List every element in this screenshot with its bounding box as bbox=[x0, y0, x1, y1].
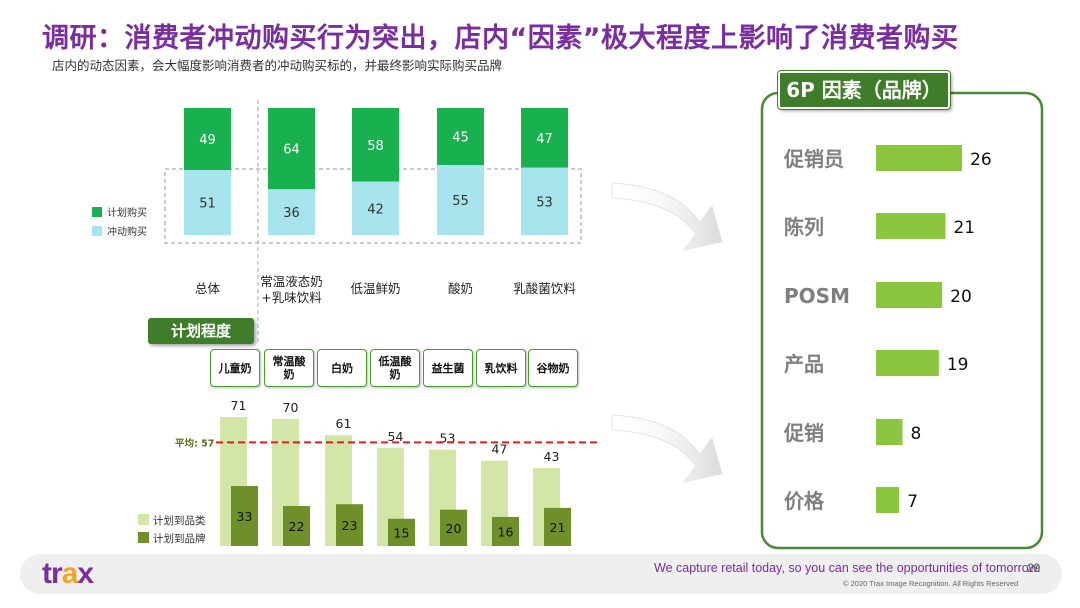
average-label: 平均: 57 bbox=[175, 437, 214, 449]
legend-swatch-impulse bbox=[92, 226, 102, 236]
factor-label: 价格 bbox=[784, 489, 825, 513]
category-tick-label: 乳酸菌饮料 bbox=[513, 281, 576, 296]
category-plan-value-label: 47 bbox=[492, 442, 508, 457]
planned-bar bbox=[268, 108, 315, 190]
category-plan-value-label: 71 bbox=[231, 398, 247, 413]
factor-value-label: 21 bbox=[953, 218, 975, 238]
plan-category-box: 谷物奶 bbox=[528, 349, 578, 387]
legend-swatch-brand bbox=[138, 532, 149, 543]
plan-category-box: 益生菌 bbox=[423, 349, 473, 387]
category-tick-label: 常温液态奶 bbox=[260, 274, 323, 289]
category-plan-value-label: 70 bbox=[283, 400, 299, 415]
planned-value-label: 47 bbox=[536, 132, 553, 147]
impulse-value-label: 42 bbox=[367, 202, 384, 217]
planned-bar bbox=[352, 108, 399, 182]
footer-tagline: We capture retail today, so you can see … bbox=[654, 561, 1041, 575]
category-tick-label: 酸奶 bbox=[448, 281, 473, 296]
category-plan-value-label: 53 bbox=[440, 431, 456, 446]
factors-title: 6P 因素（品牌） bbox=[777, 70, 951, 110]
factor-label: 产品 bbox=[784, 352, 824, 376]
factor-bar bbox=[876, 350, 939, 376]
impulse-value-label: 53 bbox=[536, 195, 553, 210]
brand-plan-bar bbox=[283, 506, 310, 546]
factor-value-label: 19 bbox=[947, 355, 969, 375]
brand-plan-value-label: 15 bbox=[394, 525, 410, 540]
factor-label: 陈列 bbox=[784, 215, 824, 239]
brand-plan-value-label: 22 bbox=[289, 519, 305, 534]
planned-bar bbox=[184, 108, 231, 171]
page-number: 29 bbox=[1027, 561, 1041, 575]
category-plan-value-label: 61 bbox=[336, 416, 352, 431]
planned-value-label: 64 bbox=[283, 143, 300, 158]
impulse-value-label: 36 bbox=[283, 206, 300, 221]
impulse-bar bbox=[268, 189, 315, 235]
flow-arrow bbox=[611, 414, 723, 483]
plan-category-box: 低温酸奶 bbox=[370, 349, 420, 387]
legend-swatch-planned bbox=[92, 207, 102, 217]
legend-label-impulse: 冲动购买 bbox=[107, 225, 147, 238]
impulse-bar bbox=[437, 165, 484, 235]
flow-arrow bbox=[611, 182, 723, 251]
legend-label-brand: 计划到品牌 bbox=[153, 532, 206, 545]
brand-plan-bar bbox=[336, 504, 363, 546]
brand-plan-bar bbox=[544, 507, 571, 546]
brand-plan-value-label: 20 bbox=[446, 521, 462, 536]
legend-label-planned: 计划购买 bbox=[107, 206, 147, 219]
brand-plan-bar bbox=[440, 509, 467, 546]
category-plan-value-label: 43 bbox=[544, 449, 560, 464]
planned-bar bbox=[521, 108, 568, 168]
brand-plan-value-label: 23 bbox=[342, 518, 358, 533]
category-plan-value-label: 54 bbox=[388, 429, 404, 444]
factor-value-label: 26 bbox=[970, 150, 992, 170]
brand-plan-value-label: 33 bbox=[237, 509, 253, 524]
plan-category-box: 常温酸奶 bbox=[264, 349, 314, 387]
legend-label-category: 计划到品类 bbox=[153, 514, 206, 527]
factor-label: 促销 bbox=[783, 421, 824, 445]
brand-plan-bar bbox=[388, 518, 415, 546]
factor-label: POSM bbox=[784, 284, 850, 308]
impulse-value-label: 55 bbox=[452, 194, 469, 209]
brand-plan-value-label: 16 bbox=[498, 524, 514, 539]
factor-bar bbox=[876, 487, 900, 513]
legend-swatch-category bbox=[138, 514, 149, 525]
factor-value-label: 7 bbox=[907, 492, 918, 512]
factor-bar bbox=[876, 145, 962, 171]
page-subtitle: 店内的动态因素，会大幅度影响消费者的冲动购买标的，并最终影响实际购买品牌 bbox=[52, 58, 503, 73]
plan-category-box: 白奶 bbox=[317, 349, 367, 387]
brand-plan-value-label: 21 bbox=[550, 520, 566, 535]
category-tick-label: +乳味饮料 bbox=[261, 290, 322, 305]
factor-bar bbox=[876, 419, 903, 445]
page-title: 调研：消费者冲动购买行为突出，店内“因素”极大程度上影响了消费者购买 bbox=[42, 23, 959, 54]
impulse-bar bbox=[184, 170, 231, 235]
category-tick-label: 低温鲜奶 bbox=[350, 281, 400, 296]
factor-value-label: 20 bbox=[950, 287, 972, 307]
brand-plan-bar bbox=[492, 516, 519, 546]
factor-bar bbox=[876, 213, 946, 239]
factor-value-label: 8 bbox=[910, 424, 921, 444]
footer-bar bbox=[20, 554, 1062, 594]
factor-label: 促销员 bbox=[783, 147, 844, 171]
brand-plan-bar bbox=[231, 486, 258, 546]
plan-level-title: 计划程度 bbox=[148, 318, 254, 344]
impulse-value-label: 51 bbox=[199, 197, 216, 212]
planned-value-label: 49 bbox=[199, 133, 216, 148]
planned-value-label: 45 bbox=[452, 131, 469, 146]
plan-category-box: 乳饮料 bbox=[476, 349, 526, 387]
planned-bar bbox=[437, 108, 484, 166]
category-tick-label: 总体 bbox=[195, 281, 221, 296]
footer-copyright: © 2020 Trax Image Recognition. All Right… bbox=[843, 579, 1019, 588]
planned-value-label: 58 bbox=[367, 139, 384, 154]
factor-bar bbox=[876, 282, 943, 308]
plan-category-box: 儿童奶 bbox=[210, 349, 260, 387]
impulse-bar bbox=[521, 167, 568, 235]
trax-logo: trax bbox=[42, 557, 94, 590]
impulse-bar bbox=[352, 181, 399, 235]
